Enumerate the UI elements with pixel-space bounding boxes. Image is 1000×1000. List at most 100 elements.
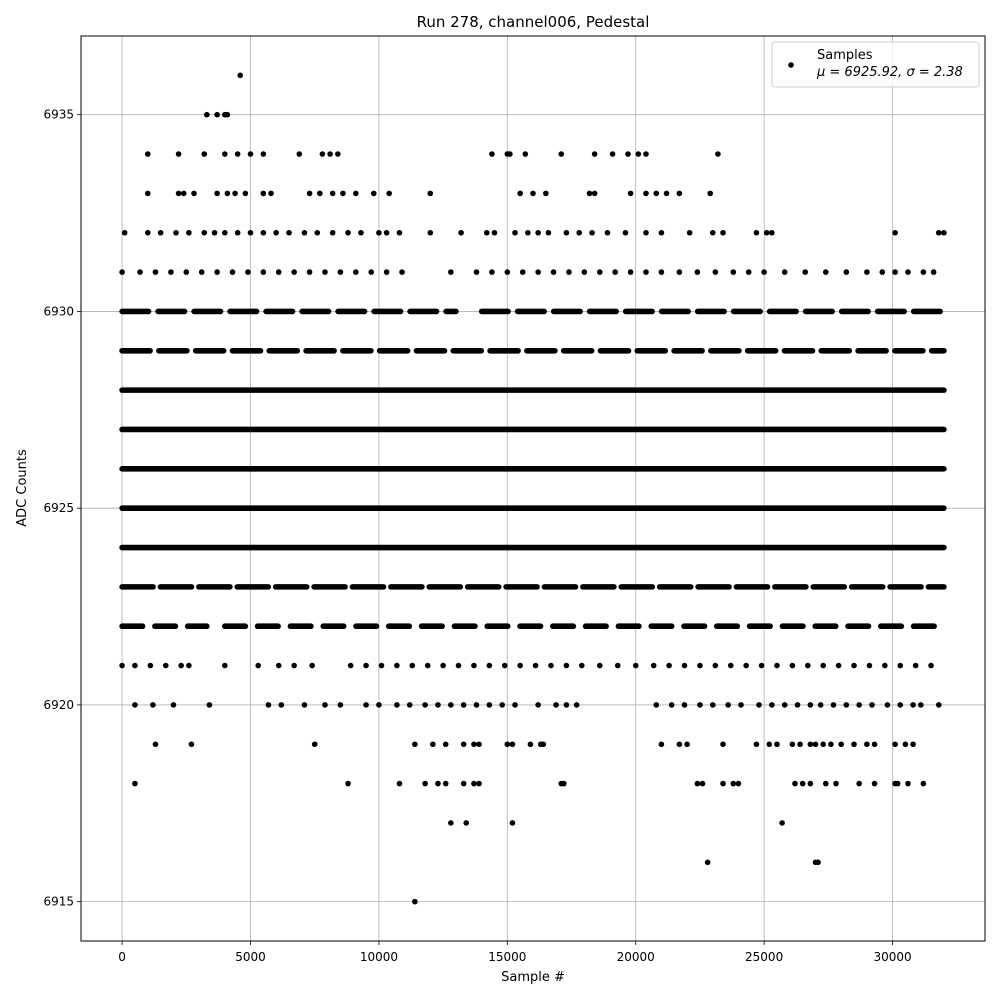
legend-box bbox=[771, 41, 980, 88]
plot-frame bbox=[80, 35, 986, 942]
data-point bbox=[686, 229, 693, 236]
legend-series-name: Samples bbox=[817, 48, 873, 63]
data-point bbox=[440, 662, 446, 669]
data-point bbox=[864, 741, 870, 748]
data-point bbox=[278, 702, 285, 708]
data-point bbox=[422, 780, 428, 787]
data-point bbox=[275, 269, 282, 275]
data-point bbox=[902, 741, 909, 748]
data-point bbox=[681, 662, 688, 669]
data-point bbox=[871, 780, 878, 787]
x-tick-label: 25000 bbox=[745, 950, 783, 964]
data-point bbox=[627, 269, 634, 275]
data-point bbox=[268, 190, 274, 197]
data-point bbox=[460, 741, 467, 748]
data-point bbox=[409, 662, 416, 669]
data-point bbox=[383, 229, 390, 236]
data-point bbox=[247, 151, 254, 157]
data-point bbox=[807, 741, 814, 748]
data-point bbox=[522, 151, 529, 157]
data-point bbox=[273, 229, 279, 236]
data-point bbox=[807, 780, 814, 787]
data-point bbox=[222, 662, 228, 669]
data-point bbox=[535, 269, 541, 275]
data-point bbox=[707, 190, 714, 197]
data-point bbox=[856, 702, 862, 708]
data-point bbox=[394, 702, 400, 708]
data-point bbox=[121, 229, 128, 236]
data-point bbox=[509, 820, 516, 826]
data-point bbox=[183, 269, 190, 275]
data-point bbox=[150, 702, 156, 708]
data-point bbox=[442, 780, 449, 787]
data-point bbox=[286, 229, 292, 236]
data-point bbox=[769, 702, 775, 708]
data-point bbox=[242, 190, 249, 197]
data-point bbox=[643, 151, 649, 157]
data-point bbox=[843, 702, 850, 708]
data-point bbox=[430, 741, 436, 748]
data-point bbox=[807, 702, 814, 708]
data-point bbox=[188, 741, 195, 748]
x-tick-label: 30000 bbox=[873, 950, 911, 964]
data-point bbox=[663, 190, 670, 197]
data-point bbox=[132, 702, 138, 708]
y-tick-label: 6935 bbox=[43, 108, 74, 122]
data-point bbox=[897, 662, 904, 669]
data-point bbox=[427, 190, 434, 197]
data-point bbox=[175, 151, 182, 157]
legend: Samples μ = 6925.92, σ = 2.38 bbox=[771, 41, 980, 88]
data-point bbox=[512, 229, 518, 236]
data-point bbox=[319, 151, 326, 157]
data-point bbox=[368, 269, 375, 275]
data-point bbox=[291, 662, 297, 669]
x-tick-label: 5000 bbox=[235, 950, 266, 964]
data-point bbox=[399, 269, 405, 275]
data-point bbox=[260, 190, 267, 197]
data-point bbox=[473, 269, 480, 275]
data-point bbox=[681, 702, 688, 708]
data-point bbox=[820, 662, 827, 669]
data-point bbox=[704, 859, 711, 866]
data-point bbox=[566, 269, 572, 275]
data-point bbox=[864, 269, 870, 275]
data-point bbox=[697, 702, 703, 708]
data-point bbox=[604, 229, 611, 236]
data-point bbox=[275, 662, 282, 669]
data-point bbox=[614, 662, 621, 669]
x-tick-label: 15000 bbox=[488, 950, 526, 964]
data-point bbox=[460, 780, 467, 787]
data-point bbox=[553, 702, 559, 708]
data-point bbox=[291, 269, 297, 275]
data-point bbox=[301, 229, 308, 236]
data-point bbox=[448, 269, 454, 275]
data-point bbox=[676, 190, 683, 197]
data-point bbox=[222, 151, 228, 157]
data-point bbox=[173, 229, 179, 236]
data-point bbox=[345, 229, 351, 236]
data-point bbox=[892, 741, 898, 748]
data-point bbox=[337, 702, 344, 708]
data-point bbox=[612, 269, 618, 275]
data-point bbox=[558, 151, 565, 157]
data-point bbox=[435, 780, 441, 787]
data-point bbox=[910, 741, 916, 748]
data-point bbox=[214, 190, 220, 197]
data-point bbox=[427, 229, 434, 236]
data-point bbox=[119, 269, 125, 275]
data-point bbox=[519, 269, 526, 275]
data-point bbox=[245, 269, 251, 275]
data-point bbox=[463, 820, 470, 826]
data-point bbox=[317, 190, 323, 197]
data-point bbox=[635, 151, 642, 157]
data-point bbox=[576, 229, 583, 236]
data-point bbox=[712, 269, 719, 275]
data-point bbox=[822, 780, 829, 787]
data-point bbox=[643, 229, 649, 236]
data-point bbox=[869, 702, 875, 708]
data-point bbox=[851, 741, 857, 748]
data-point bbox=[561, 780, 567, 787]
data-point bbox=[525, 229, 531, 236]
data-point bbox=[422, 702, 428, 708]
data-point bbox=[424, 662, 431, 669]
